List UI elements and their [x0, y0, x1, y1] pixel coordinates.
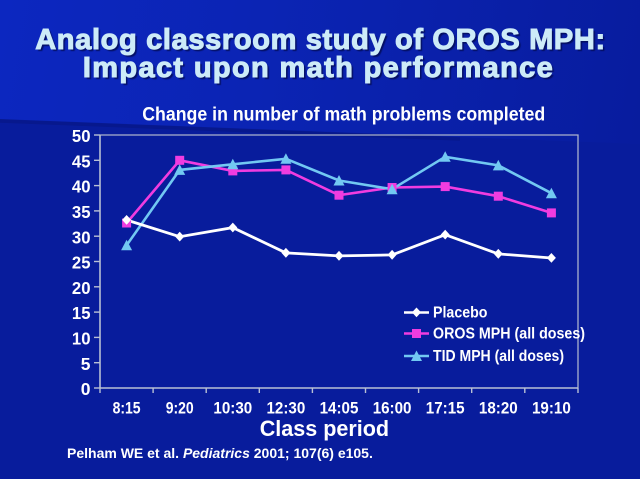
svg-text:18:20: 18:20 [479, 399, 518, 417]
svg-text:10:30: 10:30 [213, 399, 252, 417]
svg-text:19:10: 19:10 [532, 399, 571, 417]
svg-text:0: 0 [81, 379, 91, 399]
svg-text:Class period: Class period [260, 416, 389, 441]
svg-text:TID MPH (all doses): TID MPH (all doses) [433, 348, 564, 365]
svg-text:40: 40 [72, 177, 91, 197]
svg-text:9:20: 9:20 [166, 399, 194, 417]
svg-text:35: 35 [72, 202, 91, 222]
svg-text:5: 5 [81, 354, 91, 374]
svg-text:Placebo: Placebo [433, 305, 488, 322]
svg-text:12:30: 12:30 [267, 399, 306, 417]
svg-text:17:15: 17:15 [426, 399, 465, 417]
svg-text:15: 15 [72, 303, 91, 323]
svg-text:50: 50 [72, 126, 91, 146]
svg-text:10: 10 [72, 329, 91, 349]
svg-text:Change in number of math probl: Change in number of math problems comple… [142, 105, 545, 126]
svg-text:8:15: 8:15 [113, 399, 141, 417]
svg-text:14:05: 14:05 [320, 399, 359, 417]
svg-text:OROS MPH (all doses): OROS MPH (all doses) [433, 326, 585, 343]
svg-text:16:00: 16:00 [373, 399, 412, 417]
svg-text:Pelham WE et al. Pediatrics 20: Pelham WE et al. Pediatrics 2001; 107(6)… [67, 445, 373, 461]
svg-text:20: 20 [72, 278, 91, 298]
svg-text:25: 25 [72, 253, 91, 273]
svg-text:30: 30 [72, 227, 91, 247]
svg-text:45: 45 [72, 151, 91, 171]
